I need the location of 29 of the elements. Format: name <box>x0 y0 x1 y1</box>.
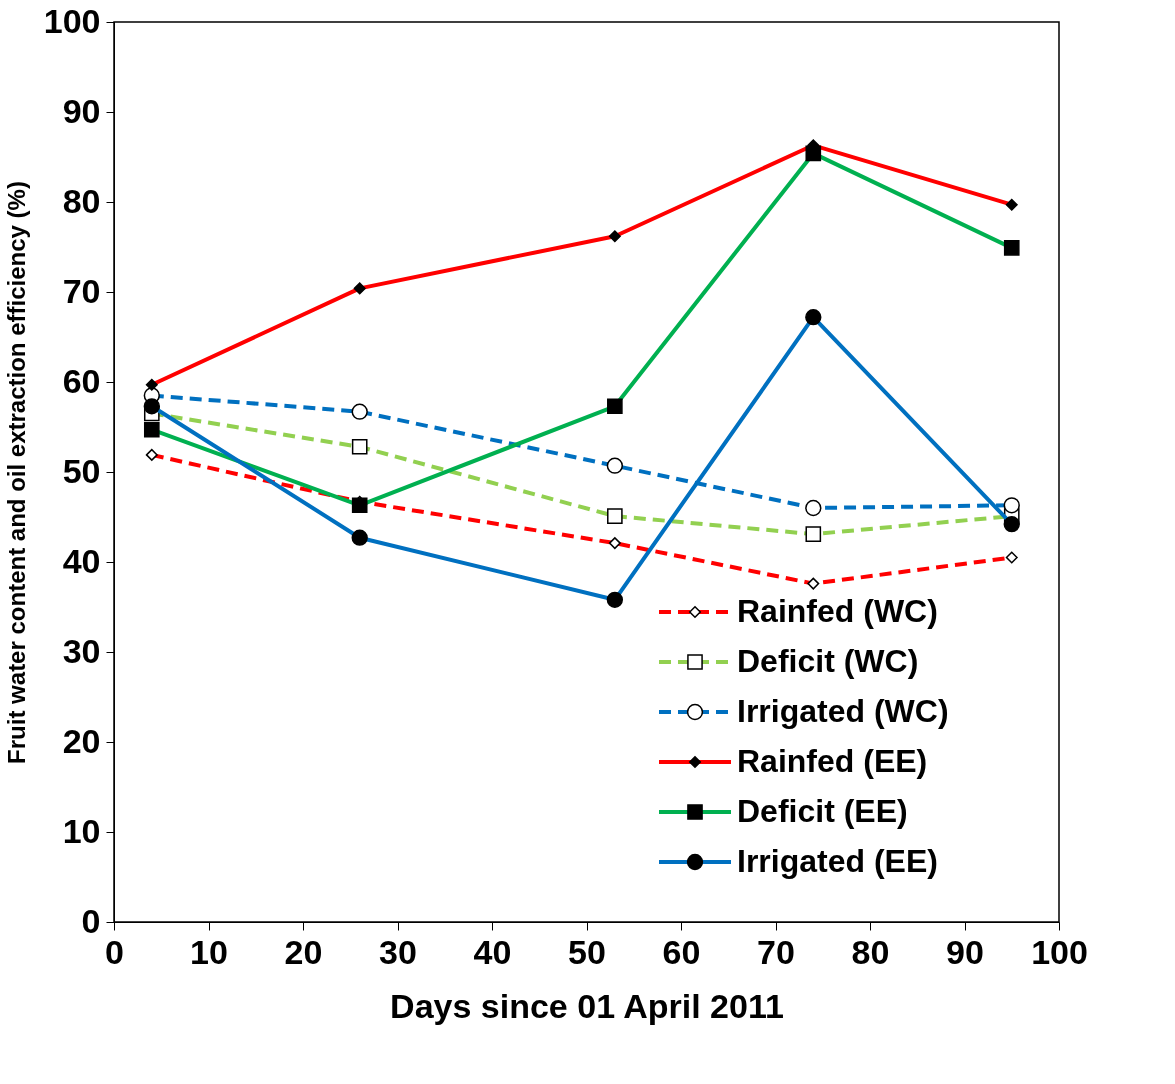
x-axis-title: Days since 01 April 2011 <box>390 986 784 1025</box>
x-tick-label: 70 <box>757 932 795 971</box>
x-tick-label: 50 <box>568 932 606 971</box>
y-tick-label: 60 <box>62 361 101 400</box>
x-tick-label: 80 <box>851 932 890 971</box>
y-tick-label: 20 <box>62 721 101 760</box>
x-tick-label: 60 <box>662 932 701 971</box>
y-tick-label: 40 <box>62 541 101 580</box>
y-tick-label: 100 <box>43 1 101 40</box>
x-tick-label: 90 <box>946 932 984 971</box>
legend-label: Irrigated (WC) <box>737 693 949 729</box>
x-tick-label: 40 <box>473 932 512 971</box>
y-tick-label: 10 <box>62 811 101 850</box>
x-tick-label: 100 <box>1031 932 1088 971</box>
y-axis-title: Fruit water content and oil extraction efficiency (%) <box>2 181 30 764</box>
y-tick-label: 30 <box>62 631 101 670</box>
y-tick-label: 0 <box>81 901 101 940</box>
legend-label: Deficit (EE) <box>737 793 908 829</box>
legend-label: Deficit (WC) <box>737 643 919 679</box>
legend-label: Rainfed (EE) <box>737 743 928 779</box>
x-tick-label: 20 <box>284 932 323 971</box>
legend-label: Rainfed (WC) <box>737 593 938 629</box>
y-tick-label: 90 <box>62 91 101 130</box>
y-tick-label: 50 <box>62 451 101 490</box>
x-tick-label: 10 <box>190 932 228 971</box>
legend-label: Irrigated (EE) <box>737 843 938 879</box>
x-tick-label: 30 <box>379 932 417 971</box>
y-tick-label: 70 <box>62 271 101 310</box>
y-tick-label: 80 <box>62 181 101 220</box>
